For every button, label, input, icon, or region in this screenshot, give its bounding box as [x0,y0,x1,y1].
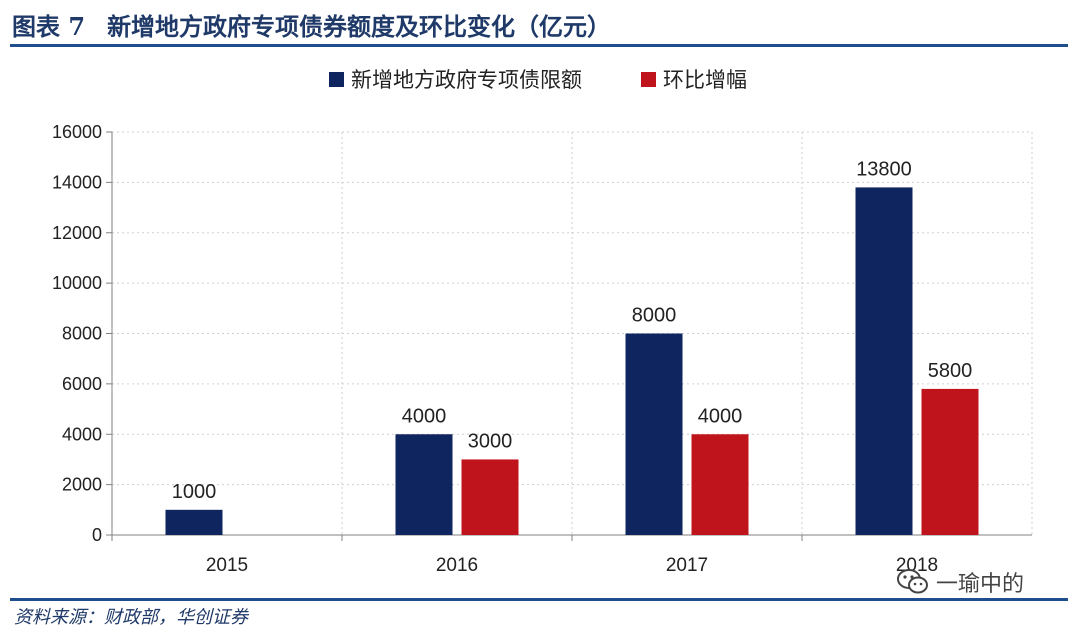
x-tick-label: 2016 [436,555,478,576]
legend-swatch-s1 [329,72,344,87]
x-tick-label: 2015 [206,555,248,576]
figure-number: 图表 7 [12,11,86,41]
legend: 新增地方政府专项债限额 环比增幅 [329,68,747,92]
bar-2015-s1 [165,509,223,535]
data-label: 5800 [928,360,973,382]
bar-2017-s2 [691,434,749,535]
y-tick-label: 8000 [62,324,102,344]
y-tick-label: 2000 [62,475,102,495]
data-label: 4000 [402,405,447,427]
x-tick-label: 2017 [666,555,708,576]
y-tick-label: 4000 [62,424,102,444]
legend-label-s1: 新增地方政府专项债限额 [351,68,582,92]
bar-2018-s2 [921,388,979,535]
source-note: 资料来源：财政部，华创证券 [14,607,248,628]
y-tick-label: 12000 [52,223,102,243]
data-label: 13800 [856,158,912,180]
watermark: 一瑜中的 [896,566,1024,598]
data-label: 3000 [468,430,513,452]
data-labels: 1000 4000 3000 8000 4000 13800 5800 [172,158,973,502]
bar-2016-s1 [395,434,453,535]
footer-rule [10,598,1068,601]
bar-2017-s1 [625,333,683,535]
bars [165,187,979,535]
y-tick-label: 14000 [52,172,102,192]
y-tick-label: 0 [92,525,102,545]
figure-title: 新增地方政府专项债券额度及环比变化（亿元） [107,12,612,41]
header-rule [10,44,1068,47]
watermark-text: 一瑜中的 [936,572,1025,597]
y-tick-label: 6000 [62,374,102,394]
data-label: 8000 [632,305,677,327]
bar-2016-s2 [461,459,519,535]
bar-2018-s1 [855,187,913,535]
data-label: 4000 [698,405,743,427]
y-tick-label: 10000 [52,273,102,293]
figure-header: 图表 7 新增地方政府专项债券额度及环比变化（亿元） [12,6,611,42]
wechat-icon [897,569,928,594]
legend-swatch-s2 [641,72,656,87]
y-tick-label: 16000 [52,122,102,142]
data-label: 1000 [172,481,217,503]
legend-label-s2: 环比增幅 [663,68,747,92]
